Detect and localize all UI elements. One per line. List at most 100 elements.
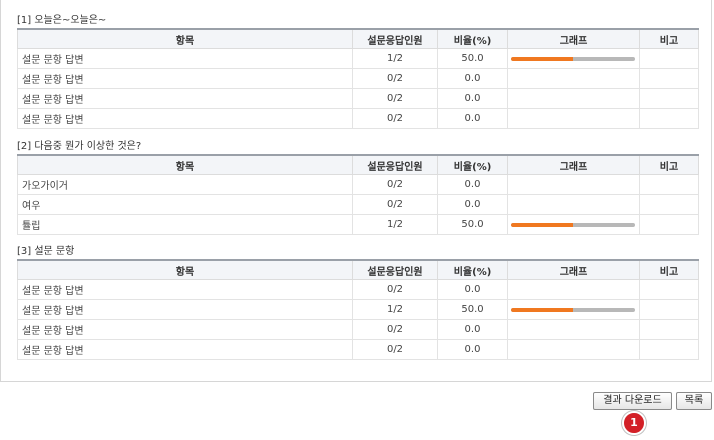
answer-label: 설문 문항 답변	[17, 68, 353, 89]
answer-label: 튤립	[17, 214, 353, 235]
column-header-item: 항목	[17, 28, 353, 49]
table-header-row: 항목 설문응답인원 비율(%) 그래프 비고	[17, 154, 699, 175]
column-header-graph: 그래프	[507, 259, 640, 280]
table-row: 설문 문항 답변 1/2 50.0	[17, 48, 699, 69]
results-table: 항목 설문응답인원 비율(%) 그래프 비고 설문 문항 답변 0/2 0.0 설문 문항 답변…	[17, 259, 699, 360]
note-cell	[639, 174, 699, 195]
graph-cell	[507, 68, 640, 89]
note-cell	[639, 339, 699, 360]
ratio-value: 0.0	[437, 108, 508, 129]
graph-cell	[507, 299, 640, 320]
column-header-ratio: 비율(%)	[437, 259, 508, 280]
table-row: 설문 문항 답변 0/2 0.0	[17, 88, 699, 109]
respondent-count: 0/2	[352, 174, 438, 195]
table-row: 설문 문항 답변 0/2 0.0	[17, 108, 699, 129]
answer-label: 설문 문항 답변	[17, 108, 353, 129]
answer-label: 설문 문항 답변	[17, 88, 353, 109]
respondent-count: 0/2	[352, 108, 438, 129]
ratio-value: 50.0	[437, 48, 508, 69]
graph-cell	[507, 319, 640, 340]
graph-cell	[507, 279, 640, 300]
column-header-note: 비고	[639, 28, 699, 49]
note-cell	[639, 214, 699, 235]
section-title: [2] 다음중 뭔가 이상한 것은?	[17, 141, 142, 152]
note-cell	[639, 319, 699, 340]
graph-cell	[507, 48, 640, 69]
note-cell	[639, 299, 699, 320]
ratio-value: 0.0	[437, 174, 508, 195]
respondent-count: 1/2	[352, 299, 438, 320]
ratio-value: 0.0	[437, 68, 508, 89]
column-header-graph: 그래프	[507, 154, 640, 175]
ratio-value: 0.0	[437, 88, 508, 109]
column-header-ratio: 비율(%)	[437, 154, 508, 175]
column-header-item: 항목	[17, 259, 353, 280]
note-cell	[639, 279, 699, 300]
note-cell	[639, 108, 699, 129]
answer-label: 여우	[17, 194, 353, 215]
note-cell	[639, 194, 699, 215]
respondent-count: 0/2	[352, 68, 438, 89]
ratio-value: 50.0	[437, 214, 508, 235]
respondent-count: 0/2	[352, 279, 438, 300]
column-header-respondents: 설문응답인원	[352, 154, 438, 175]
answer-label: 설문 문항 답변	[17, 299, 353, 320]
table-header-row: 항목 설문응답인원 비율(%) 그래프 비고	[17, 28, 699, 49]
table-header-row: 항목 설문응답인원 비율(%) 그래프 비고	[17, 259, 699, 280]
column-header-respondents: 설문응답인원	[352, 259, 438, 280]
table-row: 여우 0/2 0.0	[17, 194, 699, 215]
results-panel: [1] 오늘은~오늘은~ 항목 설문응답인원 비율(%) 그래프 비고 설문 문항 답변 1/…	[0, 0, 712, 382]
ratio-bar	[511, 56, 635, 61]
ratio-value: 0.0	[437, 194, 508, 215]
table-row: 가오가이거 0/2 0.0	[17, 174, 699, 195]
graph-cell	[507, 194, 640, 215]
section-title: [1] 오늘은~오늘은~	[17, 15, 107, 26]
table-row: 설문 문항 답변 0/2 0.0	[17, 339, 699, 360]
column-header-note: 비고	[639, 259, 699, 280]
callout-badge: 1	[622, 411, 646, 435]
table-row: 설문 문항 답변 0/2 0.0	[17, 319, 699, 340]
ratio-value: 50.0	[437, 299, 508, 320]
graph-cell	[507, 339, 640, 360]
answer-label: 설문 문항 답변	[17, 339, 353, 360]
graph-cell	[507, 108, 640, 129]
respondent-count: 0/2	[352, 319, 438, 340]
respondent-count: 1/2	[352, 48, 438, 69]
note-cell	[639, 48, 699, 69]
ratio-bar	[511, 307, 635, 312]
survey-section: [1] 오늘은~오늘은~ 항목 설문응답인원 비율(%) 그래프 비고 설문 문항 답변 1/…	[17, 14, 699, 129]
ratio-bar-fill	[511, 56, 573, 61]
ratio-bar	[511, 222, 635, 227]
column-header-note: 비고	[639, 154, 699, 175]
column-header-ratio: 비율(%)	[437, 28, 508, 49]
ratio-bar-fill	[511, 307, 573, 312]
column-header-item: 항목	[17, 154, 353, 175]
graph-cell	[507, 174, 640, 195]
survey-section: [3] 설문 문항 항목 설문응답인원 비율(%) 그래프 비고 설문 문항 답변 0/2 0.…	[17, 245, 699, 360]
results-table: 항목 설문응답인원 비율(%) 그래프 비고 설문 문항 답변 1/2 50.0 설문 문항 답…	[17, 28, 699, 129]
table-row: 설문 문항 답변 0/2 0.0	[17, 279, 699, 300]
ratio-value: 0.0	[437, 319, 508, 340]
ratio-bar-fill	[511, 222, 573, 227]
answer-label: 설문 문항 답변	[17, 319, 353, 340]
graph-cell	[507, 214, 640, 235]
column-header-respondents: 설문응답인원	[352, 28, 438, 49]
table-row: 설문 문항 답변 1/2 50.0	[17, 299, 699, 320]
column-header-graph: 그래프	[507, 28, 640, 49]
note-cell	[639, 68, 699, 89]
respondent-count: 0/2	[352, 88, 438, 109]
download-results-button[interactable]: 결과 다운로드	[593, 392, 672, 410]
section-title: [3] 설문 문항	[17, 246, 75, 257]
table-row: 튤립 1/2 50.0	[17, 214, 699, 235]
respondent-count: 1/2	[352, 214, 438, 235]
answer-label: 설문 문항 답변	[17, 279, 353, 300]
respondent-count: 0/2	[352, 194, 438, 215]
answer-label: 가오가이거	[17, 174, 353, 195]
list-button[interactable]: 목록	[676, 392, 712, 410]
ratio-value: 0.0	[437, 279, 508, 300]
answer-label: 설문 문항 답변	[17, 48, 353, 69]
table-row: 설문 문항 답변 0/2 0.0	[17, 68, 699, 89]
survey-section: [2] 다음중 뭔가 이상한 것은? 항목 설문응답인원 비율(%) 그래프 비고 가오가이…	[17, 140, 699, 235]
results-table: 항목 설문응답인원 비율(%) 그래프 비고 가오가이거 0/2 0.0 여우 0/2 0.0 튤립 1…	[17, 154, 699, 235]
note-cell	[639, 88, 699, 109]
